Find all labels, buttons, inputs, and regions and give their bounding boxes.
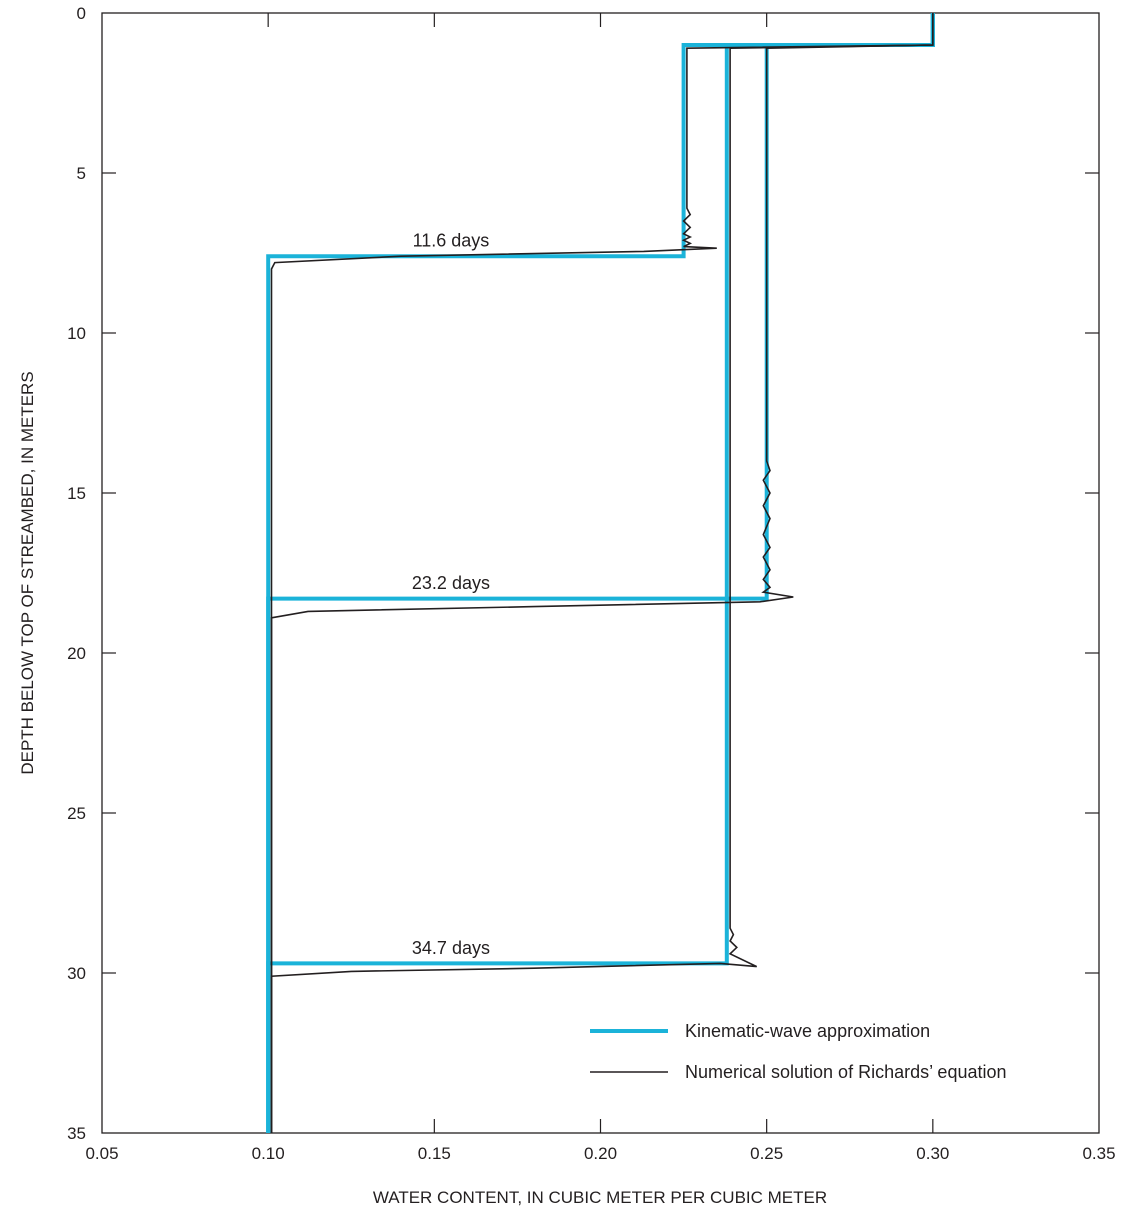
legend-label-kinematic: Kinematic-wave approximation [685,1021,930,1041]
y-axis-title: DEPTH BELOW TOP OF STREAMBED, IN METERS [18,371,37,774]
y-tick-label: 20 [67,644,86,663]
y-tick-label: 15 [67,484,86,503]
y-tick-label: 25 [67,804,86,823]
x-axis-title: WATER CONTENT, IN CUBIC METER PER CUBIC … [373,1188,827,1207]
richards-numerical-profile-2 [270,13,934,1133]
y-tick-label: 35 [67,1124,86,1143]
x-tick-label: 0.15 [418,1144,451,1163]
kinematic-wave-series [266,13,935,1133]
richards-numerical-series [270,13,934,1133]
richards-numerical-profile-1 [270,13,934,1133]
time-label: 11.6 days [413,231,490,251]
y-tick-label: 5 [77,164,86,183]
legend-label-numerical: Numerical solution of Richards’ equation [685,1062,1007,1082]
x-tick-label: 0.10 [252,1144,285,1163]
richards-numerical-profile-3 [270,13,934,1133]
y-tick-label: 0 [77,4,86,23]
y-tick-label: 10 [67,324,86,343]
x-tick-label: 0.35 [1082,1144,1115,1163]
kinematic-wave-profile-3 [266,13,935,1133]
axis-ticks: 0.05 0.10 0.15 0.20 0.25 0.30 0.35 0 5 10 15 20 25 30… [67,4,1115,1163]
x-tick-label: 0.20 [584,1144,617,1163]
time-label: 23.2 days [412,573,490,593]
time-annotations: 11.6 days 23.2 days 34.7 days [412,231,490,958]
y-tick-label: 30 [67,964,86,983]
x-tick-label: 0.30 [916,1144,949,1163]
time-label: 34.7 days [412,938,490,958]
legend: Kinematic-wave approximation Numerical s… [590,1021,1007,1082]
x-tick-label: 0.25 [750,1144,783,1163]
x-tick-label: 0.05 [85,1144,118,1163]
